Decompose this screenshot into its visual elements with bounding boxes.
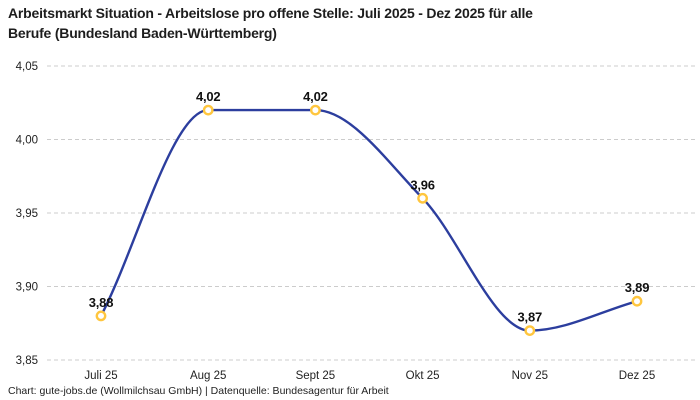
x-tick-label: Dez 25 [619, 370, 655, 382]
y-tick-label: 4,05 [16, 61, 38, 73]
data-point-marker[interactable] [309, 104, 321, 116]
y-tick-label: 3,95 [16, 208, 38, 220]
series-line [99, 108, 639, 332]
x-tick-label: Nov 25 [512, 370, 548, 382]
x-tick-label: Aug 25 [190, 370, 226, 382]
data-point-marker[interactable] [524, 325, 536, 336]
y-tick-label: 3,85 [16, 355, 38, 367]
chart-title: Arbeitsmarkt Situation - Arbeitslose pro… [8, 5, 533, 41]
data-point-label: 3,96 [410, 177, 435, 192]
data-point-label: 3,89 [625, 280, 650, 295]
data-point-marker[interactable] [631, 295, 643, 307]
data-point-marker[interactable] [95, 310, 107, 322]
data-point-label: 3,87 [518, 310, 543, 325]
data-point-label: 4,02 [303, 89, 328, 104]
data-point-marker[interactable] [202, 104, 214, 116]
y-tick-label: 3,90 [16, 282, 38, 294]
data-point-marker[interactable] [417, 192, 428, 204]
x-tick-label: Sept 25 [296, 370, 336, 382]
data-point-label: 3,88 [89, 295, 114, 310]
chart-footer: Chart: gute-jobs.de (Wollmilchsau GmbH) … [8, 385, 389, 397]
x-tick-label: Juli 25 [84, 370, 117, 382]
x-tick-label: Okt 25 [406, 370, 440, 382]
data-point-label: 4,02 [196, 89, 221, 104]
y-tick-label: 4,00 [16, 135, 38, 147]
